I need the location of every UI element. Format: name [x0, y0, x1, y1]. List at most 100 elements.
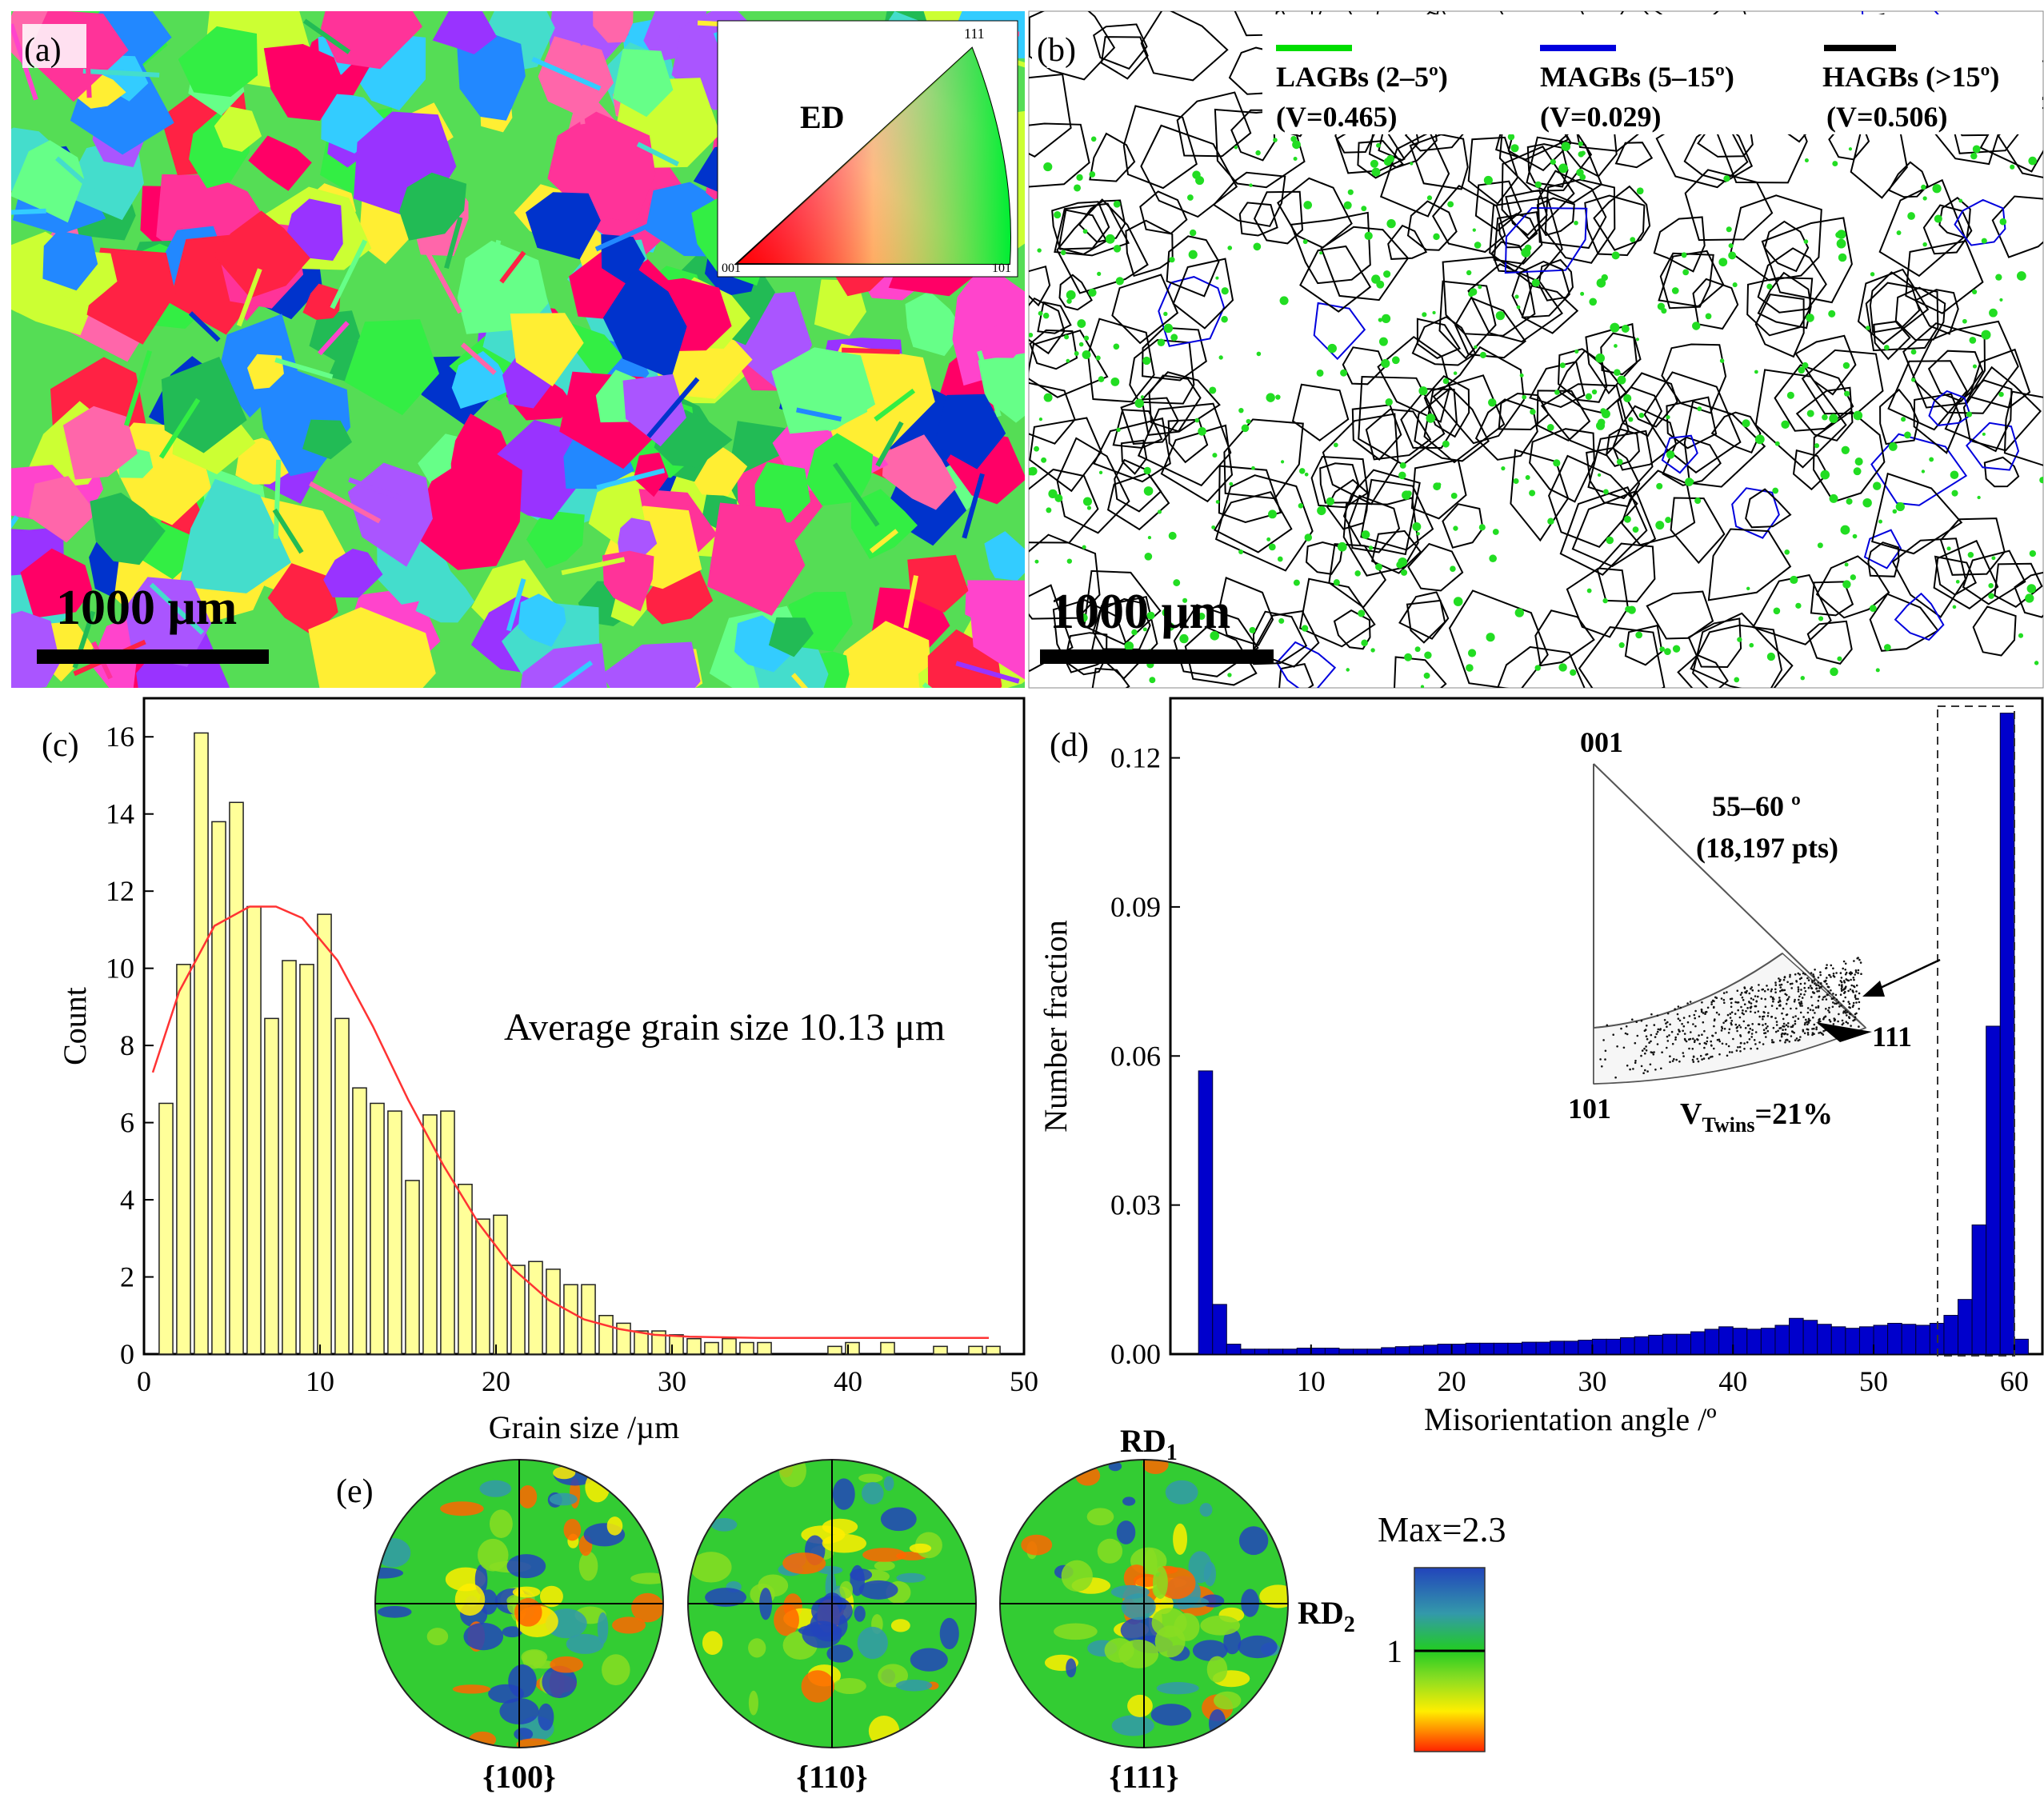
- twin-point: [1804, 990, 1807, 993]
- grain-boundary: [1083, 569, 1162, 645]
- twin-point: [1716, 1038, 1719, 1041]
- twin-point: [1642, 1072, 1645, 1074]
- twin-point: [1688, 1047, 1690, 1050]
- lagb-segment: [2010, 164, 2015, 170]
- lagb-segment: [1932, 184, 1942, 194]
- grain: [593, 11, 634, 43]
- lagb-segment: [1278, 617, 1285, 624]
- twin-point: [1671, 1060, 1674, 1062]
- misorientation-bar: [1254, 1349, 1270, 1355]
- twin-point: [1832, 993, 1834, 995]
- lagb-segment: [1474, 345, 1478, 350]
- lagb-segment: [1304, 472, 1309, 477]
- lagb-segment: [1326, 497, 1335, 506]
- grain-boundary: [1252, 610, 1308, 665]
- twin-lamella: [273, 459, 282, 539]
- lagb-segment: [1559, 362, 1566, 369]
- pole-density-blob: [1259, 1584, 1288, 1608]
- twin-point: [1766, 988, 1770, 991]
- twin-point: [1845, 985, 1847, 988]
- twin-point: [1803, 982, 1806, 985]
- grain-boundary: [1623, 372, 1678, 428]
- lagb-segment: [1034, 446, 1039, 452]
- grain-size-bar: [370, 1102, 385, 1355]
- twin-point: [1813, 975, 1815, 978]
- lagb-segment: [1665, 517, 1672, 524]
- pole-density-blob: [440, 1501, 484, 1516]
- grain: [432, 11, 497, 54]
- lagb-segment: [2025, 593, 2034, 603]
- twin-point: [1828, 1011, 1830, 1013]
- lagb-segment: [1442, 378, 1450, 385]
- lagb-segment: [1875, 668, 1880, 673]
- lagb-segment: [1576, 168, 1584, 177]
- grain-boundary: [1122, 105, 1198, 190]
- lagb-segment: [2039, 477, 2043, 484]
- scale-bar-a: [37, 649, 269, 664]
- misorientation-bar: [1858, 1326, 1874, 1355]
- lagb-segment: [1921, 184, 1926, 190]
- twin-point: [1814, 1006, 1818, 1009]
- twin-point: [1782, 1017, 1785, 1021]
- misorientation-bar: [1437, 1344, 1453, 1355]
- twin-point: [1780, 1033, 1783, 1036]
- twin-point: [1601, 1065, 1603, 1068]
- x-tick-label: 50: [1859, 1365, 1888, 1397]
- twin-point: [1839, 993, 1842, 996]
- twin-point: [1814, 1012, 1816, 1014]
- lagb-segment: [1424, 651, 1432, 659]
- pole-density-blob: [690, 1552, 732, 1583]
- grain-boundary: [1276, 177, 1353, 249]
- lagb-segment: [1333, 579, 1340, 586]
- lagb-segment: [1995, 274, 2002, 281]
- lagb-segment: [1570, 669, 1577, 676]
- twin-point: [1822, 1029, 1825, 1033]
- grain-boundary: [1407, 542, 1464, 592]
- twin-point: [1640, 1065, 1643, 1068]
- grain-boundary: [1176, 91, 1252, 158]
- twin-point: [1814, 982, 1816, 985]
- twin-point: [1857, 972, 1859, 974]
- twin-point: [1669, 1055, 1671, 1057]
- grain-boundary: [1954, 198, 2006, 246]
- twin-point: [1780, 983, 1783, 986]
- panel-d-label: (d): [1050, 727, 1089, 764]
- lagb-segment: [1209, 386, 1217, 394]
- lagb-segment: [1131, 629, 1138, 636]
- grain-size-bar: [211, 821, 226, 1355]
- lagb-segment: [1054, 211, 1062, 219]
- grain-boundary: [1991, 195, 2043, 258]
- lagb-segment: [1198, 426, 1206, 436]
- colorbar-tick-label: 1: [1386, 1633, 1402, 1669]
- grain-boundary: [1051, 201, 1110, 250]
- misorientation-bar: [1789, 1317, 1804, 1355]
- grain-size-bar: [458, 1184, 473, 1355]
- grain-size-bar: [581, 1284, 596, 1355]
- grain-size-bars: [158, 732, 1001, 1355]
- pole-density-blob: [1118, 1639, 1159, 1668]
- lagb-segment: [1215, 500, 1220, 504]
- misorientation-bar: [1606, 1338, 1622, 1355]
- twin-point: [1798, 973, 1801, 976]
- twin-point: [1817, 999, 1820, 1002]
- pole-density-blob: [883, 1476, 894, 1492]
- twin-point: [1730, 1021, 1733, 1025]
- grain-size-bar: [686, 1337, 702, 1355]
- grain-boundary: [1763, 220, 1810, 273]
- twin-point: [1754, 1011, 1757, 1014]
- twin-point: [1800, 989, 1802, 991]
- twin-point: [1789, 976, 1791, 978]
- twin-point: [1806, 1029, 1810, 1031]
- twin-lamella: [460, 342, 497, 375]
- grain-boundary: [1310, 455, 1369, 509]
- grain-boundary: [1585, 322, 1638, 395]
- twin-point: [1812, 1016, 1814, 1019]
- lagb-segment: [1692, 322, 1701, 330]
- twin-point: [1640, 1020, 1643, 1022]
- twin-point: [1738, 1045, 1742, 1049]
- twin-point: [1774, 984, 1778, 986]
- lagb-segment: [1892, 509, 1898, 514]
- grain-boundary: [1869, 593, 1939, 652]
- pole-density-blob: [549, 1492, 578, 1506]
- grain-boundary: [1905, 240, 1984, 314]
